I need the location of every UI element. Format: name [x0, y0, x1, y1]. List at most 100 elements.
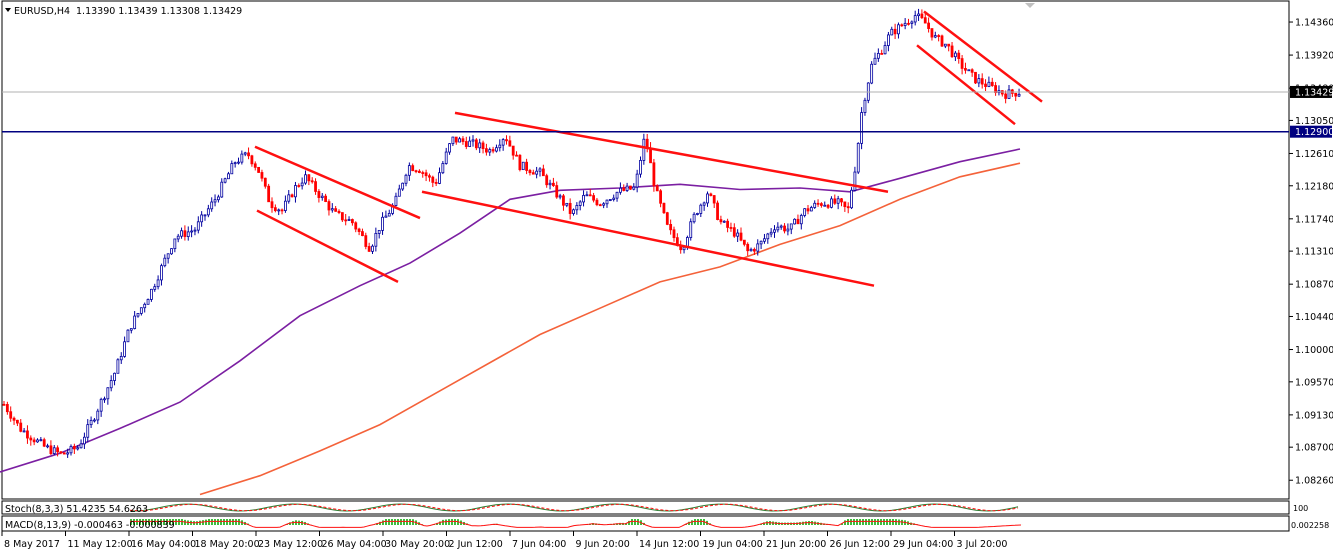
candle-body: [672, 229, 676, 239]
shift-marker-icon[interactable]: [1025, 3, 1035, 8]
candle: [196, 216, 200, 234]
candle-body: [880, 52, 884, 55]
candle-body: [15, 419, 19, 424]
macd-bar: [199, 520, 201, 525]
trendline[interactable]: [916, 44, 1016, 126]
candle-body: [344, 219, 348, 222]
candle: [267, 183, 271, 203]
candle: [79, 439, 83, 449]
candle: [227, 171, 230, 180]
candle: [119, 352, 123, 364]
candle: [213, 194, 217, 207]
macd-bar: [148, 519, 150, 525]
candle: [699, 203, 703, 218]
candle: [273, 204, 277, 213]
candle: [247, 147, 250, 160]
candle-body: [803, 208, 807, 216]
candle: [240, 150, 244, 165]
candle: [431, 175, 435, 188]
candle: [960, 55, 964, 75]
candle: [605, 199, 609, 208]
macd-bar: [394, 519, 396, 525]
candle-body: [340, 212, 344, 221]
candle-body: [180, 230, 183, 237]
candle-body: [873, 57, 877, 65]
candle-body: [816, 202, 820, 205]
candle: [287, 190, 291, 204]
candle-body: [307, 174, 311, 182]
candle: [987, 76, 991, 88]
candle-body: [712, 195, 716, 204]
candle-body: [163, 257, 167, 267]
candle: [739, 227, 743, 242]
candle: [823, 201, 827, 207]
candle: [66, 448, 70, 458]
candle: [582, 190, 585, 207]
candle-body: [404, 174, 408, 184]
candle: [170, 248, 173, 255]
candle: [619, 182, 622, 195]
time-tick-label: 21 Jun 20:00: [766, 539, 826, 550]
candle-body: [160, 265, 163, 281]
candle-body: [300, 182, 304, 187]
candle-body: [702, 202, 706, 206]
candle: [411, 163, 415, 172]
candle: [183, 225, 187, 241]
candle: [441, 160, 445, 175]
time-tick-label: 11 May 12:00: [68, 539, 133, 550]
candle: [9, 406, 13, 422]
dropdown-triangle-icon[interactable]: [5, 8, 11, 12]
candle-body: [374, 233, 378, 247]
candle-body: [756, 243, 760, 252]
trendline[interactable]: [454, 111, 889, 194]
candle: [588, 188, 592, 197]
candle: [139, 307, 143, 316]
candle-body: [883, 45, 887, 55]
candle: [394, 192, 398, 207]
candle-body: [595, 199, 599, 206]
candle: [29, 435, 33, 446]
candle: [501, 138, 505, 151]
candle: [511, 145, 515, 160]
candle-body: [545, 175, 549, 186]
trendline[interactable]: [256, 209, 399, 284]
candle-body: [12, 417, 16, 421]
candle: [712, 195, 716, 209]
candle-body: [555, 185, 559, 198]
candle: [629, 185, 632, 190]
candle-body: [729, 227, 733, 229]
candle: [96, 408, 100, 425]
candle-body: [170, 248, 173, 255]
candle: [5, 401, 9, 415]
candle-body: [337, 210, 341, 213]
time-tick-label: 19 Jun 04:00: [703, 539, 763, 550]
trendline[interactable]: [254, 145, 421, 220]
candle-body: [297, 185, 301, 187]
candle-body: [823, 204, 827, 207]
macd-bar: [865, 519, 867, 525]
candle-body: [193, 229, 197, 232]
candle: [32, 437, 36, 446]
candle-body: [314, 181, 317, 192]
candle: [665, 211, 669, 226]
candle: [99, 397, 103, 417]
candle-body: [93, 419, 96, 422]
candle: [565, 202, 569, 208]
candle-body: [602, 203, 606, 206]
candle: [156, 275, 160, 290]
candle: [689, 218, 693, 241]
moving-averages: [0, 148, 1021, 496]
candle: [850, 187, 853, 210]
macd-bar: [847, 519, 849, 525]
trendline[interactable]: [923, 10, 1043, 103]
candle: [350, 218, 354, 226]
candle-body: [920, 13, 924, 19]
candle-body: [484, 148, 488, 153]
candle: [367, 242, 371, 252]
trendline[interactable]: [421, 190, 875, 287]
candle: [769, 228, 773, 238]
candle-body: [739, 232, 743, 241]
candle-body: [605, 199, 609, 205]
